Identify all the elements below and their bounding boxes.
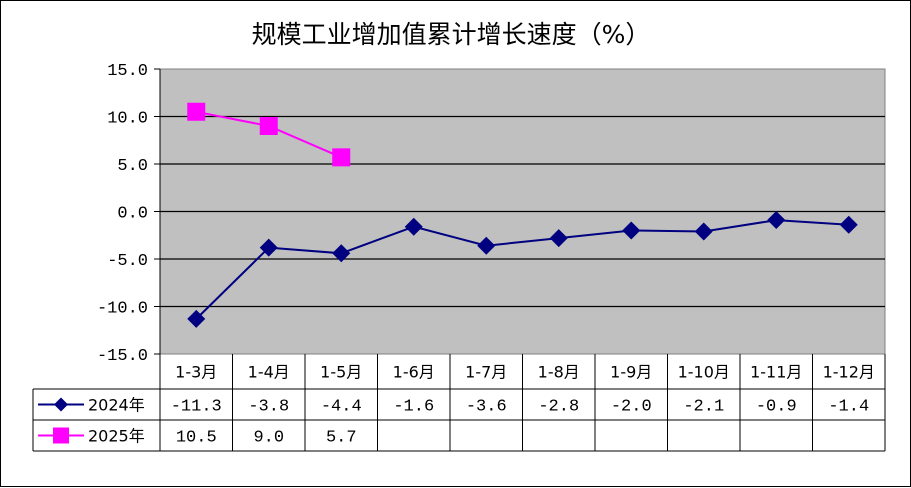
table-value-cell: -2.0: [611, 398, 652, 417]
data-point-diamond: [767, 211, 786, 230]
x-category-label: 1-10月: [678, 363, 730, 382]
y-tick-label: -15.0: [97, 347, 148, 366]
y-tick-label: -5.0: [107, 252, 148, 271]
x-category-label: 1-9月: [610, 363, 652, 382]
data-point-square: [332, 148, 351, 167]
x-category-label: 1-7月: [465, 363, 507, 382]
data-point-diamond: [404, 217, 423, 236]
series-line-0: [195, 219, 849, 320]
data-point-diamond: [694, 222, 713, 241]
y-tick-label: 15.0: [107, 62, 148, 81]
legend-series-name: 2025年: [88, 427, 145, 446]
chart-title: 规模工业增加值累计增长速度（%）: [252, 20, 651, 49]
y-tick-label: 10.0: [107, 110, 148, 129]
data-table: 1-3月 1-4月 1-5月 1-6月 1-7月 1-8月 1-9月 1-10月 1-11月 1-…: [32, 354, 886, 452]
y-tick-label: 5.0: [117, 157, 148, 176]
x-category-label: 1-4月: [248, 363, 290, 382]
data-point-diamond: [187, 309, 206, 328]
data-point-diamond: [839, 215, 858, 234]
x-category-label: 1-8月: [538, 363, 580, 382]
table-value-cell: -2.8: [538, 398, 579, 417]
plot-area: 15.0 10.0 5.0 0.0 -5.0 -10.0 -15.0: [97, 62, 886, 366]
data-point-diamond: [259, 238, 278, 257]
x-category-label: 1-3月: [175, 363, 217, 382]
table-value-cell: 5.7: [326, 429, 357, 448]
legend-marker-square: [53, 427, 69, 444]
legend-marker-diamond: [54, 397, 68, 412]
y-tick-label: -10.0: [97, 300, 148, 319]
table-value-cell: -3.8: [248, 398, 289, 417]
table-value-cell: 9.0: [253, 429, 284, 448]
data-point-diamond: [549, 229, 568, 248]
table-value-cell: -4.4: [321, 398, 362, 417]
y-tick-label: 0.0: [117, 205, 148, 224]
data-point-square: [259, 117, 278, 135]
data-point-diamond: [622, 221, 641, 240]
x-category-label: 1-5月: [320, 363, 362, 382]
x-category-label: 1-6月: [393, 363, 435, 382]
table-value-cell: -11.3: [171, 398, 222, 417]
table-value-cell: -1.4: [828, 398, 869, 417]
table-value-cell: -2.1: [683, 398, 724, 417]
x-category-label: 1-11月: [750, 363, 802, 382]
table-value-cell: -1.6: [393, 398, 434, 417]
table-value-cell: -0.9: [756, 398, 797, 417]
data-point-diamond: [332, 244, 351, 263]
table-value-cell: -3.6: [466, 398, 507, 417]
x-category-label: 1-12月: [823, 363, 875, 382]
legend-series-name: 2024年: [88, 396, 145, 415]
data-point-square: [187, 102, 206, 121]
table-value-cell: 10.5: [176, 429, 217, 448]
data-point-diamond: [477, 236, 496, 255]
